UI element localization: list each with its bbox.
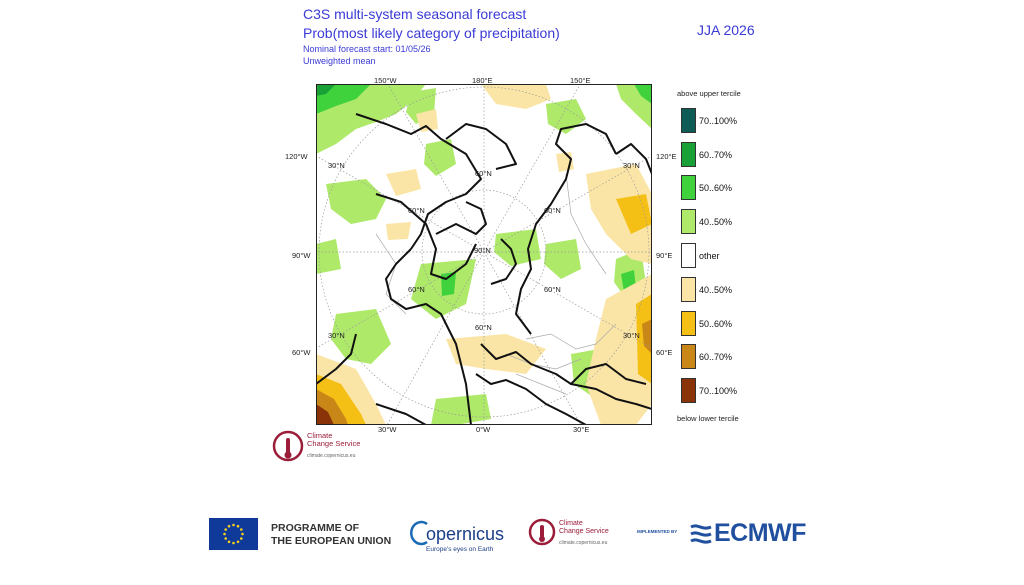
lat-label-11: 30°N [623, 331, 640, 340]
lat-label-5: 60°N [544, 206, 561, 215]
below-tercile-areas [316, 84, 652, 425]
lon-label-left-1: 120°W [285, 152, 308, 161]
lon-label-right-2: 90°E [656, 251, 673, 260]
legend-item: 60..70% [681, 142, 761, 168]
legend-item: 70..100% [681, 378, 761, 404]
lon-label-left-2: 90°W [292, 251, 311, 260]
ccs-logo-icon [528, 518, 556, 546]
lat-label-10: 60°N [475, 323, 492, 332]
chart-title: C3S multi-system seasonal forecast [303, 6, 527, 22]
legend-item: 40..50% [681, 209, 761, 235]
legend-item: other [681, 243, 761, 269]
lon-label-bottom-1: 30°W [378, 425, 397, 434]
ecmwf-logo-text: ECMWF [714, 519, 806, 547]
lat-label-8: 60°N [544, 285, 561, 294]
climate-change-service-logo-icon [272, 430, 304, 462]
forecast-start: Nominal forecast start: 01/05/26 [303, 44, 431, 54]
coastlines [316, 113, 652, 425]
lon-label-top-3: 150°E [570, 76, 591, 85]
chart-subtitle: Prob(most likely category of precipitati… [303, 25, 560, 41]
small-logo-url: climate.copernicus.eu [307, 453, 356, 459]
legend-item: 50..60% [681, 175, 761, 201]
legend-item: 50..60% [681, 311, 761, 337]
forecast-map [316, 84, 652, 425]
small-logo-text: Climate Change Service [307, 431, 361, 448]
ccs-url: climate.copernicus.eu [559, 540, 608, 546]
copernicus-c-icon [410, 520, 428, 546]
lon-label-top-2: 180°E [472, 76, 493, 85]
lat-label-7: 60°N [408, 285, 425, 294]
lat-label-2: 30°N [623, 161, 640, 170]
lat-label-6: 90°N [474, 246, 491, 255]
lat-label-9: 30°N [328, 331, 345, 340]
legend-item: 40..50% [681, 277, 761, 303]
lon-label-right-3: 60°E [656, 348, 673, 357]
lon-label-top-1: 150°W [374, 76, 397, 85]
lat-label-1: 30°N [328, 161, 345, 170]
ecmwf-wave-icon [690, 524, 712, 544]
lon-label-right-1: 120°E [656, 152, 677, 161]
eu-programme-text: PROGRAMME OF THE EUROPEAN UNION [271, 522, 392, 547]
legend-item: 70..100% [681, 108, 761, 134]
lat-label-3: 60°N [475, 169, 492, 178]
lon-label-left-3: 60°W [292, 348, 311, 357]
implemented-by: IMPLEMENTED BY [637, 529, 678, 534]
graticule [316, 84, 652, 425]
legend-bottom-label: below lower tercile [677, 414, 739, 423]
ccs-text: Climate Change Service [559, 520, 609, 535]
lon-label-bottom-3: 30°E [573, 425, 590, 434]
legend-top-label: above upper tercile [677, 89, 741, 98]
eu-flag-icon [209, 518, 258, 550]
country-borders [375, 173, 617, 395]
mean-type: Unweighted mean [303, 56, 376, 66]
season-label: JJA 2026 [697, 22, 755, 38]
lat-label-4: 60°N [408, 206, 425, 215]
copernicus-logo: opernicus Europe's eyes on Earth [410, 518, 510, 558]
legend-item: 60..70% [681, 344, 761, 370]
lon-label-bottom-2: 0°W [476, 425, 491, 434]
